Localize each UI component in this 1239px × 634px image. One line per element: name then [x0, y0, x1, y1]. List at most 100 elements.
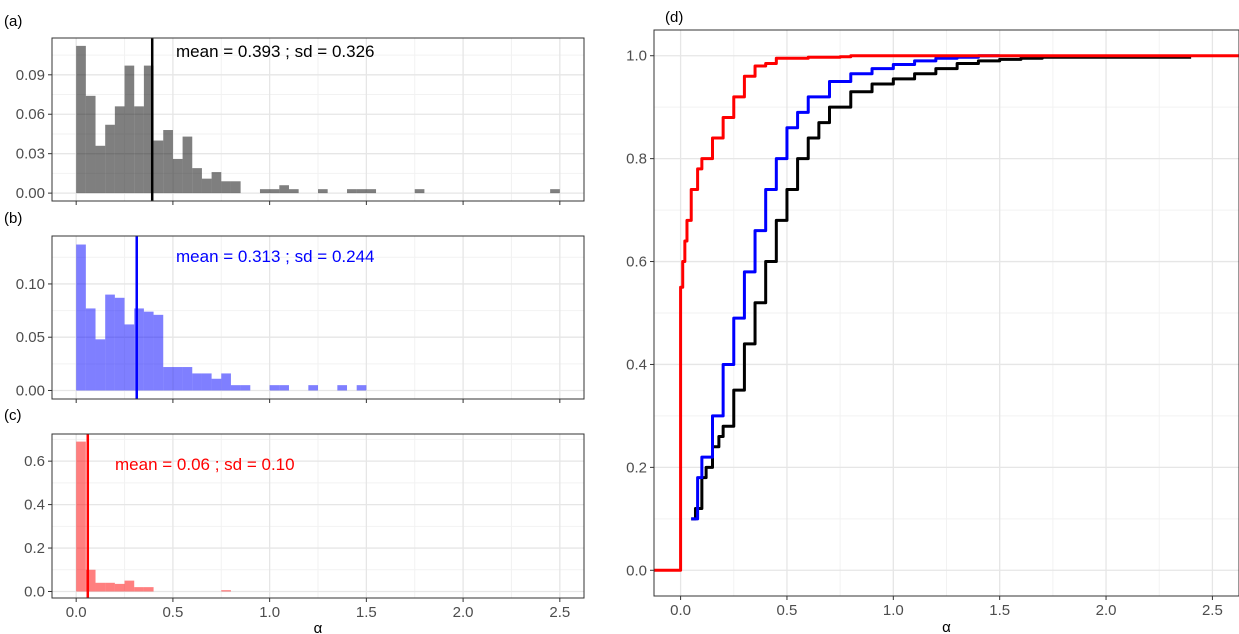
histogram-bar	[114, 106, 125, 194]
x-tick-label: 0.5	[777, 602, 798, 619]
histogram-bar	[192, 373, 202, 391]
x-tick-label: 1.5	[989, 602, 1010, 619]
x-tick-label: 1.0	[259, 604, 280, 621]
panel-b: 0.00 0.05 0.10 (b) mean = 0.313 ; sd = 0.244	[4, 210, 585, 403]
panel-label: (d)	[665, 9, 683, 26]
histogram-bar	[347, 189, 357, 194]
x-tick-label: 2.0	[453, 604, 474, 621]
histogram-bar	[182, 367, 193, 391]
ecdf-line-2	[654, 54, 1239, 572]
histogram-bar	[124, 324, 135, 391]
histogram-bar	[105, 294, 115, 391]
y-tick-label: 1.0	[626, 48, 647, 65]
histogram-bar	[85, 569, 96, 592]
x-tick-label: 2.5	[549, 604, 570, 621]
histogram-bar	[308, 385, 318, 391]
y-tick-label: 0.8	[626, 151, 647, 168]
y-tick-label: 0.05	[16, 329, 45, 346]
histogram-bar	[279, 385, 289, 391]
histogram-bar	[124, 580, 135, 592]
histogram-bar	[95, 339, 106, 391]
mean-sd-annotation: mean = 0.313 ; sd = 0.244	[176, 247, 374, 266]
ecdf-lines	[654, 54, 1239, 572]
ecdf-line-0	[691, 55, 1192, 521]
histogram-bar	[153, 140, 164, 194]
y-tick-label: 0.00	[16, 382, 45, 399]
panel-c: 0.0 0.2 0.4 0.6 0.0 0.5 1.0 1.5 2.0 2.5 α (c) mean =…	[4, 407, 585, 634]
y-tick-label: 0.06	[16, 106, 45, 123]
histogram-bar	[76, 244, 86, 391]
x-tick-label: 2.0	[1096, 602, 1117, 619]
y-tick-label: 0.2	[626, 459, 647, 476]
histogram-bar	[85, 95, 96, 194]
y-tick-label: 0.10	[16, 276, 45, 293]
histogram-bar	[230, 385, 241, 391]
histogram-bars	[76, 441, 231, 592]
histogram-bar	[76, 45, 86, 194]
histogram-bar	[134, 308, 144, 391]
y-tick-label: 0.6	[626, 254, 647, 271]
panel-border	[51, 37, 585, 202]
histogram-bar	[105, 582, 115, 592]
histogram-bar	[114, 297, 125, 391]
histogram-bar	[143, 587, 154, 592]
histogram-bar	[85, 308, 96, 391]
histogram-bar	[134, 106, 144, 194]
y-tick-label: 0.2	[24, 540, 45, 557]
panel-d: 0.0 0.2 0.4 0.6 0.8 1.0 0.0 0.5 1.0 1.5 2.0 2.5 α (d)	[626, 9, 1239, 634]
y-tick-label: 0.0	[626, 562, 647, 579]
y-tick-label: 0.4	[24, 497, 45, 514]
histogram-bar	[318, 189, 328, 194]
x-axis-title: α	[942, 619, 951, 634]
histogram-bar	[211, 378, 222, 391]
histogram-bar	[221, 181, 231, 194]
histogram-bar	[230, 181, 241, 194]
x-tick-label: 1.5	[356, 604, 377, 621]
mean-sd-annotation: mean = 0.06 ; sd = 0.10	[115, 455, 295, 474]
histogram-bar	[356, 189, 367, 194]
histogram-bar	[240, 385, 251, 391]
histogram-bar	[163, 130, 173, 194]
y-tick-label: 0.00	[16, 185, 45, 202]
histogram-bar	[95, 582, 106, 592]
histogram-bar	[201, 373, 212, 391]
histogram-bar	[182, 136, 193, 194]
ecdf-line-1	[691, 54, 1000, 521]
panel-label: (a)	[4, 13, 22, 30]
histogram-bar	[172, 367, 183, 391]
panel-label: (c)	[4, 407, 22, 424]
x-axis-title: α	[314, 620, 323, 634]
histogram-bar	[288, 189, 299, 194]
histogram-bar	[201, 178, 212, 194]
histogram-bar	[259, 189, 270, 194]
panel-border	[51, 235, 585, 400]
histogram-bar	[221, 373, 231, 391]
histogram-bar	[76, 441, 86, 592]
y-tick-label: 0.4	[626, 356, 647, 373]
histogram-bars	[76, 45, 560, 194]
histogram-bar	[95, 145, 106, 194]
histogram-bar	[550, 189, 560, 194]
x-tick-label: 0.5	[162, 604, 183, 621]
histogram-bar	[153, 314, 164, 391]
x-tick-label: 2.5	[1202, 602, 1223, 619]
histogram-bar	[366, 189, 377, 194]
histogram-bar	[414, 189, 425, 194]
histogram-bar	[337, 385, 348, 391]
panel-a: 0.00 0.03 0.06 0.09 (a) mean = 0.393 ; sd = 0…	[4, 13, 585, 205]
histogram-bar	[114, 583, 125, 592]
histogram-bar	[269, 385, 280, 391]
histogram-bars	[76, 244, 367, 391]
histogram-bar	[143, 311, 154, 391]
x-tick-label: 0.0	[66, 604, 87, 621]
panel-label: (b)	[4, 210, 22, 227]
x-tick-label: 0.0	[670, 602, 691, 619]
histogram-bar	[124, 65, 135, 194]
y-tick-label: 0.6	[24, 453, 45, 470]
mean-sd-annotation: mean = 0.393 ; sd = 0.326	[176, 42, 374, 61]
histogram-bar	[143, 65, 154, 194]
y-tick-label: 0.0	[24, 583, 45, 600]
histogram-bar	[163, 367, 173, 391]
histogram-bar	[269, 189, 280, 194]
